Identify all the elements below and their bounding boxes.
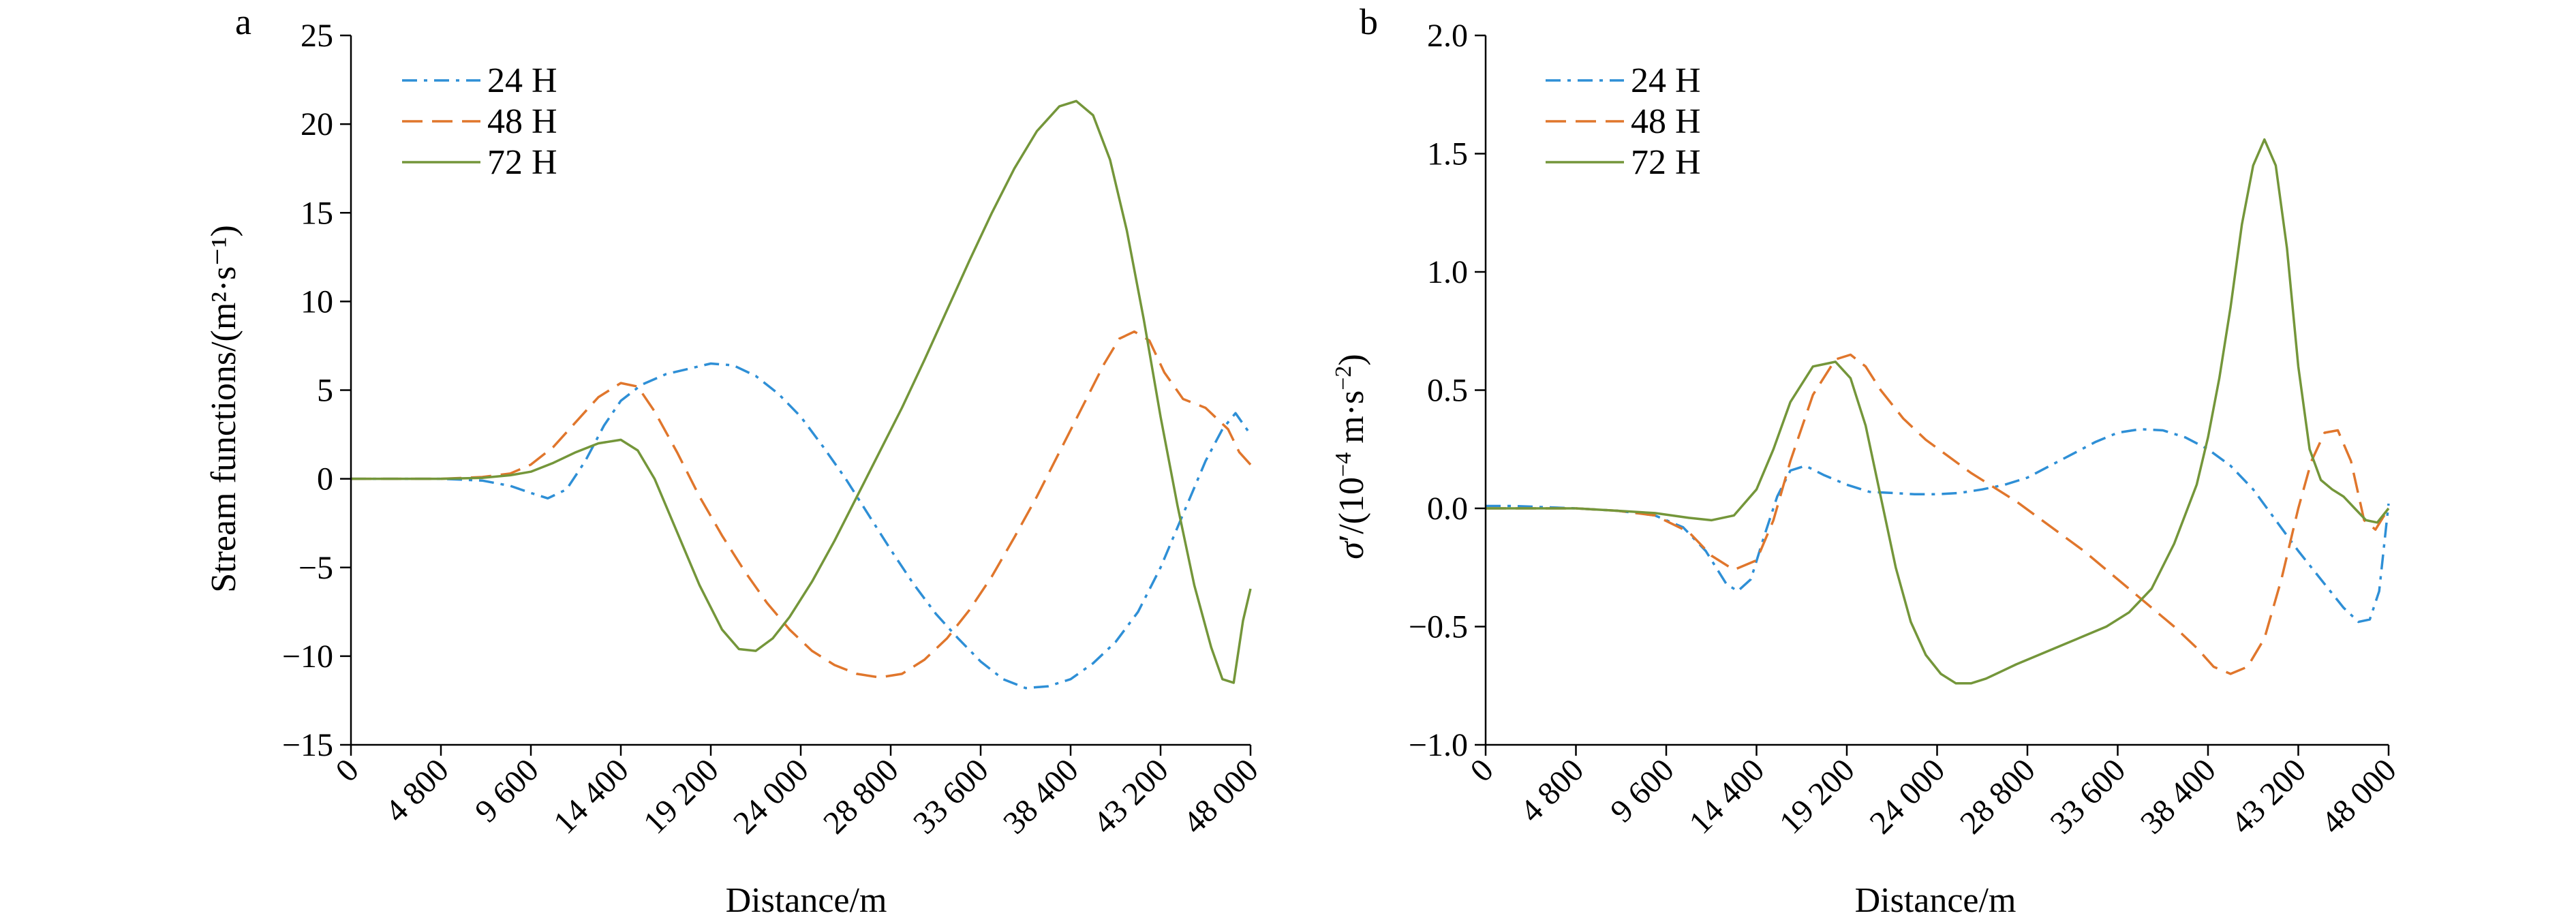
- panel-a-x-tick-label: 24 000: [726, 752, 816, 841]
- panel-b-y-axis-title: σ′/(10−4 m·s−2): [1331, 354, 1372, 559]
- panel-b-ylabel-exp1: −4: [1331, 452, 1356, 477]
- panel-b-ylabel-unit-close: ): [1332, 354, 1371, 365]
- panel-b-y-tick-label: 2.0: [1427, 18, 1468, 54]
- panel-a-chart: a 0 4 800 9 600 14 400 19 200 24 000 28 800 33 …: [204, 1, 1266, 920]
- panel-a-y-tick-label: −5: [298, 550, 333, 586]
- panel-a-axes: [340, 34, 1252, 756]
- panel-b-legend-label: 48 H: [1631, 102, 1701, 141]
- panel-a-legend-label: 72 H: [487, 143, 557, 182]
- panel-b-x-tick-label: 0: [1463, 752, 1500, 788]
- panel-b-legend: 24 H48 H72 H: [1546, 61, 1701, 182]
- panel-a-legend-label: 48 H: [487, 102, 557, 141]
- panel-a-y-tick-label: 10: [301, 283, 333, 320]
- panel-a-label: a: [235, 1, 251, 42]
- panel-b-y-tick-label: 0.0: [1427, 491, 1468, 527]
- panel-b-series-72h-line: [1486, 138, 2390, 685]
- panel-a-y-tick-labels: −15 −10 −5 0 5 10 15 20 25: [282, 18, 333, 763]
- panel-a-y-tick-label: 15: [301, 195, 333, 231]
- panel-b-legend-label: 72 H: [1631, 143, 1701, 182]
- panel-b-x-tick-label: 28 800: [1953, 752, 2042, 841]
- panel-a-y-tick-label: 20: [301, 106, 333, 142]
- panel-a-x-tick-label: 0: [328, 752, 365, 788]
- panel-b-y-tick-label: −0.5: [1409, 609, 1468, 645]
- panel-a-x-tick-label: 9 600: [468, 752, 546, 829]
- panel-b-chart: b 0 4 800 9 600 14 400 19 200 24 000 28 800 33 …: [1331, 1, 2404, 920]
- panel-a-y-tick-label: 0: [317, 461, 333, 497]
- panel-a-x-tick-label: 43 200: [1086, 752, 1176, 841]
- panel-b-x-axis-title: Distance/m: [1855, 881, 2017, 920]
- panel-b-y-tick-label: 1.0: [1427, 254, 1468, 290]
- panel-b-series-group: [1486, 138, 2390, 685]
- panel-b-ylabel-symbol: σ: [1332, 540, 1371, 559]
- panel-a-x-axis-title: Distance/m: [726, 881, 887, 920]
- panel-b-ylabel-exp2: −2: [1331, 366, 1356, 390]
- panel-b-x-tick-label: 24 000: [1862, 752, 1952, 841]
- panel-b-ylabel-unit-mid: m·s: [1332, 390, 1371, 452]
- panel-a-x-tick-label: 28 800: [816, 752, 906, 841]
- panel-a-series-group: [351, 99, 1252, 690]
- panel-b-series-48h-line: [1486, 353, 2390, 675]
- panel-b-x-tick-label: 43 200: [2224, 752, 2313, 841]
- panel-a-x-tick-labels: 0 4 800 9 600 14 400 19 200 24 000 28 800 33 60…: [328, 752, 1265, 841]
- panel-a-x-tick-label: 48 000: [1176, 752, 1266, 841]
- panel-b-legend-label: 24 H: [1631, 61, 1701, 100]
- panel-b-label: b: [1360, 1, 1378, 42]
- panel-b-x-tick-label: 4 800: [1513, 752, 1591, 829]
- panel-a-y-tick-label: 25: [301, 18, 333, 54]
- panel-a-legend: 24 H48 H72 H: [402, 61, 557, 182]
- panel-b-x-tick-label: 14 400: [1682, 752, 1771, 841]
- panel-b-x-tick-labels: 0 4 800 9 600 14 400 19 200 24 000 28 800 33 60…: [1463, 752, 2403, 841]
- panel-a-x-tick-label: 33 600: [906, 752, 996, 841]
- panel-a-series-24h-line: [351, 362, 1252, 690]
- panel-a-y-tick-label: −10: [282, 639, 333, 675]
- panel-a-x-tick-label: 38 400: [996, 752, 1086, 841]
- panel-b-ylabel-unit-open: /(10: [1332, 477, 1371, 534]
- panel-b-x-tick-label: 38 400: [2134, 752, 2223, 841]
- panel-a-legend-label: 24 H: [487, 61, 557, 100]
- panel-b-x-tick-label: 48 000: [2314, 752, 2404, 841]
- panel-b-axes: [1475, 34, 2390, 756]
- panel-b-x-tick-label: 19 200: [1773, 752, 1862, 841]
- panel-a-series-72h-line: [351, 99, 1252, 684]
- panel-b-series-24h-line: [1486, 428, 2390, 624]
- panel-a-y-tick-label: 5: [317, 373, 333, 409]
- panel-a-series-48h-line: [351, 330, 1252, 679]
- panel-b-y-tick-labels: −1.0 −0.5 0.0 0.5 1.0 1.5 2.0: [1409, 18, 1468, 763]
- panel-b-x-tick-label: 33 600: [2043, 752, 2132, 841]
- panel-b-x-tick-label: 9 600: [1604, 752, 1681, 829]
- panel-b-y-tick-label: 1.5: [1427, 136, 1468, 172]
- panel-a-x-tick-label: 4 800: [378, 752, 456, 829]
- panel-b-y-tick-label: −1.0: [1409, 727, 1468, 763]
- panel-b-ylabel-prime: ′: [1332, 534, 1371, 542]
- panel-a-x-tick-label: 14 400: [547, 752, 636, 841]
- panel-a-y-tick-label: −15: [282, 727, 333, 763]
- panel-b-y-tick-label: 0.5: [1427, 373, 1468, 409]
- panel-a-x-tick-label: 19 200: [637, 752, 726, 841]
- panel-a-y-axis-title: Stream functions/(m²·s⁻¹): [204, 225, 243, 593]
